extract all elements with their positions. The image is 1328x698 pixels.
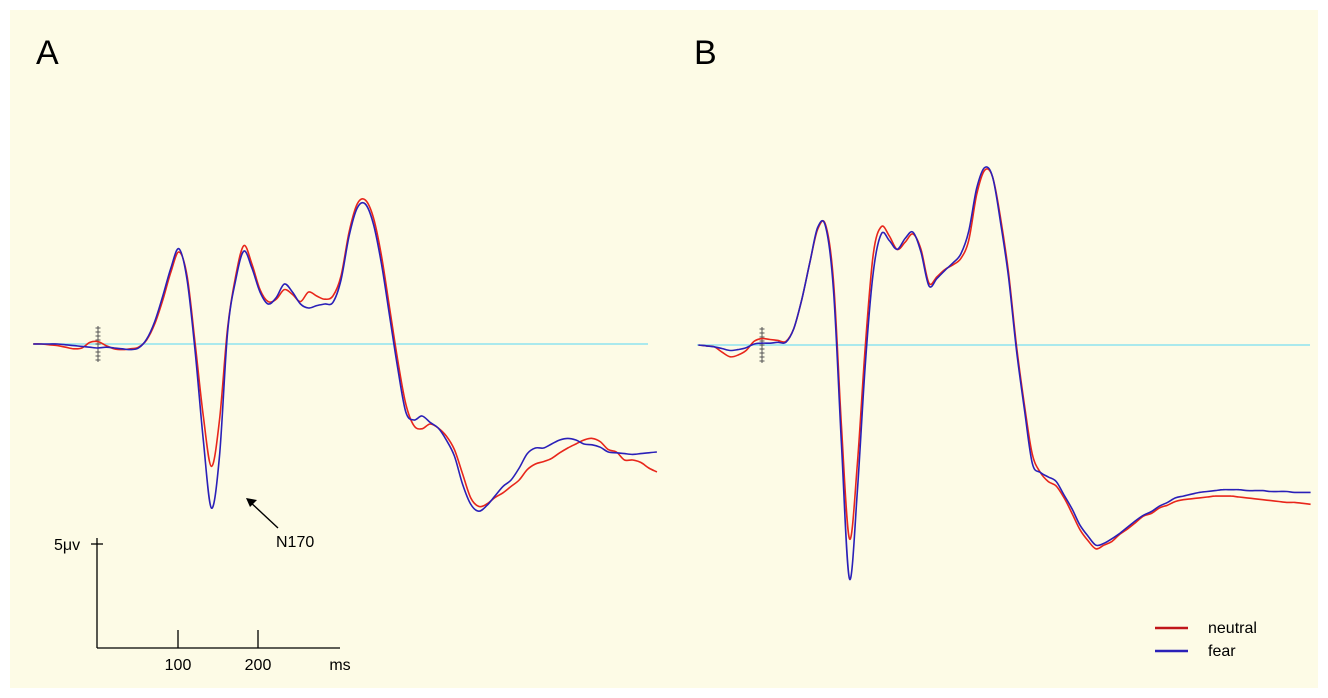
n170-label: N170: [276, 534, 314, 551]
scale-x-tick-label-100: 100: [165, 657, 192, 674]
scale-bar: 5μv 100 200 ms: [54, 537, 351, 674]
legend-label-fear: fear: [1208, 643, 1236, 660]
panel-a-plot: [33, 198, 658, 512]
panel-a-stimulus-onset-marker: [95, 326, 101, 362]
figure-background: [10, 10, 1318, 688]
panel-b-label: B: [694, 34, 717, 72]
panel-b-stimulus-onset-marker: [759, 327, 765, 363]
panel-a-trace-fear: [33, 201, 657, 512]
n170-annotation: N170: [246, 498, 314, 551]
n170-arrow: [247, 499, 279, 529]
scale-x-tick-label-200: 200: [245, 657, 272, 674]
legend-label-neutral: neutral: [1208, 620, 1257, 637]
scale-x-unit: ms: [329, 657, 350, 674]
panel-b-plot: [697, 166, 1311, 581]
panel-b-trace-fear: [698, 166, 1311, 581]
n170-arrowhead: [246, 498, 257, 507]
scale-y-label: 5μv: [54, 537, 80, 554]
legend: neutral fear: [1155, 620, 1257, 660]
panel-a-label: A: [36, 34, 59, 72]
